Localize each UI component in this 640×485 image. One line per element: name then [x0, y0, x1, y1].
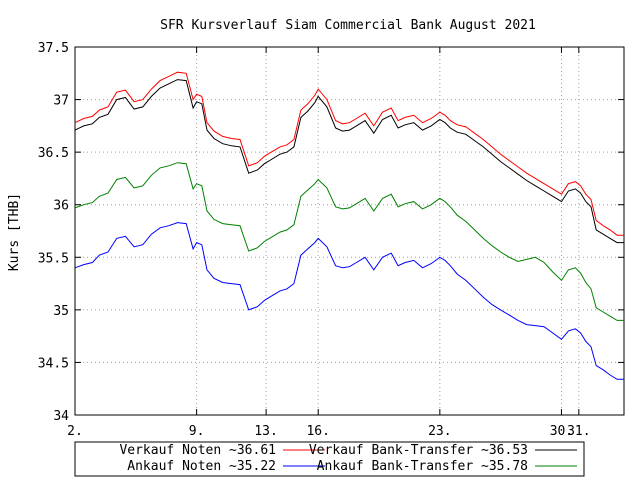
x-tick-label: 16.: [306, 424, 329, 439]
grid: [75, 47, 624, 415]
y-tick-label: 37: [53, 94, 69, 109]
series-line-1: [74, 71, 624, 236]
x-tick-label: 13.: [254, 424, 277, 439]
legend: Verkauf Noten ~36.61 Verkauf Bank-Transfe…: [74, 441, 585, 477]
series-line-3: [74, 222, 624, 380]
legend-label: Verkauf Noten ~36.61: [119, 443, 276, 458]
y-tick-label: 34.5: [38, 356, 69, 371]
axis-ticks: 34 34.5 35 35.5 36 36.5 37 37.5 2. 9. 13. 16. 23. 30.…: [38, 41, 624, 439]
legend-label: Verkauf Bank-Transfer ~36.53: [309, 443, 528, 458]
x-tick-label: 9.: [189, 424, 205, 439]
x-tick-label: 23.: [428, 424, 451, 439]
legend-box: [74, 441, 585, 477]
y-axis-label: Kurs [THB]: [7, 193, 22, 271]
series-lines: [74, 71, 624, 380]
plot-frame: [74, 46, 625, 416]
x-tick-label: 2.: [67, 424, 83, 439]
series-line-2: [74, 79, 624, 244]
y-tick-label: 35.5: [38, 251, 69, 266]
y-tick-label: 36.5: [38, 146, 69, 161]
legend-label: Ankauf Noten ~35.22: [127, 459, 276, 474]
y-tick-label: 34: [53, 409, 69, 424]
chart-title: SFR Kursverlauf Siam Commercial Bank Aug…: [160, 18, 536, 33]
x-tick-label: 30.: [550, 424, 573, 439]
y-tick-label: 35: [53, 304, 69, 319]
y-tick-label: 37.5: [38, 41, 69, 56]
legend-label: Ankauf Bank-Transfer ~35.78: [317, 459, 528, 474]
series-line-4: [74, 162, 624, 321]
y-tick-label: 36: [53, 199, 69, 214]
x-tick-label: 31.: [567, 424, 590, 439]
